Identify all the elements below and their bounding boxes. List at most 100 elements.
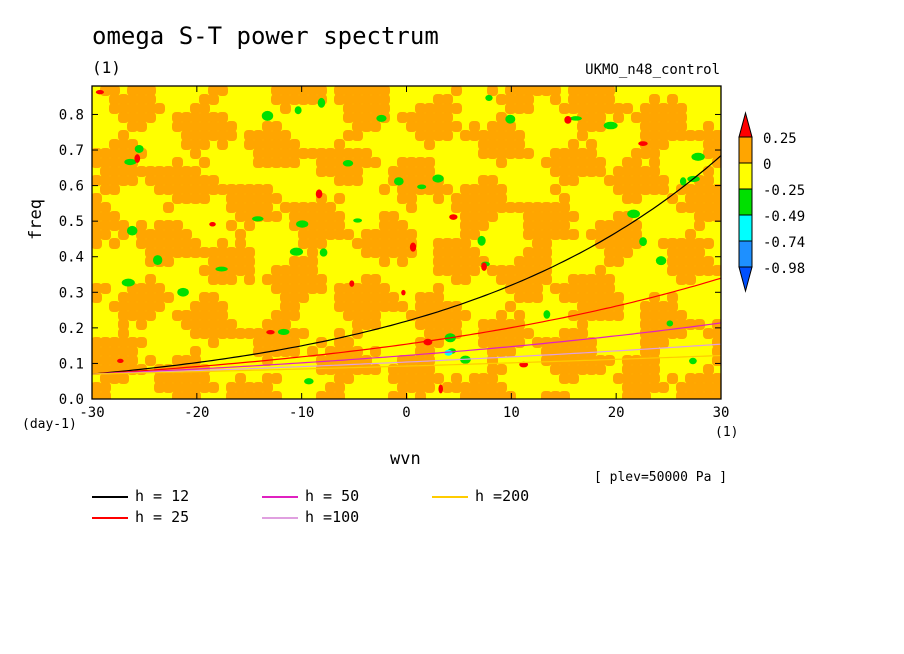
y-axis-unit: (day-1) bbox=[22, 417, 77, 432]
field-cell bbox=[92, 391, 102, 399]
field-cell bbox=[181, 121, 192, 132]
field-cell bbox=[307, 148, 318, 159]
field-cell bbox=[244, 328, 255, 339]
field-cell bbox=[92, 220, 102, 231]
field-cell bbox=[190, 103, 201, 114]
field-cell bbox=[460, 229, 471, 240]
field-cell bbox=[640, 364, 651, 375]
field-cell bbox=[640, 121, 651, 132]
field-cell bbox=[289, 202, 300, 213]
field-spot bbox=[569, 116, 582, 121]
field-cell bbox=[505, 86, 516, 96]
field-cell bbox=[370, 229, 381, 240]
field-cell bbox=[208, 256, 219, 267]
field-cell bbox=[577, 157, 588, 168]
field-cell bbox=[667, 301, 678, 312]
field-cell bbox=[334, 86, 345, 96]
field-cell bbox=[352, 292, 363, 303]
field-cell bbox=[622, 103, 633, 114]
field-cell bbox=[586, 337, 597, 348]
field-cell bbox=[577, 328, 588, 339]
field-cell bbox=[667, 247, 678, 258]
field-cell bbox=[118, 328, 129, 339]
field-cell bbox=[217, 121, 228, 132]
x-tick-label: -20 bbox=[184, 405, 209, 421]
field-cell bbox=[199, 139, 210, 150]
field-cell bbox=[262, 148, 273, 159]
field-cell bbox=[424, 319, 435, 330]
field-cell bbox=[208, 265, 219, 276]
field-cell bbox=[415, 391, 426, 399]
field-cell bbox=[172, 373, 183, 384]
field-cell bbox=[649, 157, 660, 168]
field-cell bbox=[604, 301, 615, 312]
field-cell bbox=[307, 346, 318, 357]
field-cell bbox=[604, 238, 615, 249]
field-cell bbox=[541, 238, 552, 249]
field-cell bbox=[415, 175, 426, 186]
field-cell bbox=[100, 346, 111, 357]
field-cell bbox=[478, 148, 489, 159]
field-cell bbox=[271, 274, 282, 285]
field-spot bbox=[393, 177, 404, 186]
field-cell bbox=[199, 373, 210, 384]
field-cell bbox=[586, 121, 597, 132]
field-cell bbox=[280, 274, 291, 285]
field-cell bbox=[703, 130, 714, 141]
field-cell bbox=[298, 292, 309, 303]
field-cell bbox=[604, 292, 615, 303]
field-spot bbox=[319, 248, 328, 257]
field-cell bbox=[199, 319, 210, 330]
field-cell bbox=[406, 175, 417, 186]
field-cell bbox=[307, 247, 318, 258]
field-cell bbox=[712, 184, 721, 195]
x-axis-label: wvn bbox=[390, 449, 421, 469]
field-cell bbox=[163, 238, 174, 249]
field-cell bbox=[433, 193, 444, 204]
field-cell bbox=[388, 220, 399, 231]
field-cell bbox=[190, 391, 201, 399]
field-cell bbox=[478, 184, 489, 195]
field-cell bbox=[469, 121, 480, 132]
field-cell bbox=[226, 220, 237, 231]
field-cell bbox=[676, 202, 687, 213]
field-cell bbox=[298, 229, 309, 240]
field-cell bbox=[172, 229, 183, 240]
field-cell bbox=[442, 112, 453, 123]
field-cell bbox=[487, 184, 498, 195]
field-cell bbox=[316, 283, 327, 294]
field-cell bbox=[109, 94, 120, 105]
field-cell bbox=[199, 301, 210, 312]
field-cell bbox=[676, 184, 687, 195]
field-cell bbox=[514, 310, 525, 321]
field-cell bbox=[649, 112, 660, 123]
field-cell bbox=[280, 139, 291, 150]
field-cell bbox=[280, 310, 291, 321]
field-cell bbox=[100, 148, 111, 159]
field-spot bbox=[209, 222, 216, 227]
field-cell bbox=[550, 202, 561, 213]
field-cell bbox=[127, 346, 138, 357]
field-cell bbox=[496, 148, 507, 159]
field-cell bbox=[226, 202, 237, 213]
field-cell bbox=[172, 355, 183, 366]
field-spot bbox=[432, 174, 444, 183]
field-cell bbox=[208, 310, 219, 321]
field-cell bbox=[271, 86, 282, 96]
field-cell bbox=[109, 337, 120, 348]
field-cell bbox=[658, 130, 669, 141]
field-cell bbox=[523, 328, 534, 339]
field-cell bbox=[271, 319, 282, 330]
field-cell bbox=[244, 202, 255, 213]
field-cell bbox=[307, 202, 318, 213]
field-cell bbox=[541, 211, 552, 222]
field-cell bbox=[253, 391, 264, 399]
field-cell bbox=[478, 139, 489, 150]
legend-swatch bbox=[92, 496, 128, 498]
field-cell bbox=[190, 184, 201, 195]
field-cell bbox=[685, 193, 696, 204]
field-cell bbox=[163, 382, 174, 393]
field-cell bbox=[109, 86, 120, 96]
field-cell bbox=[190, 373, 201, 384]
field-cell bbox=[586, 86, 597, 96]
